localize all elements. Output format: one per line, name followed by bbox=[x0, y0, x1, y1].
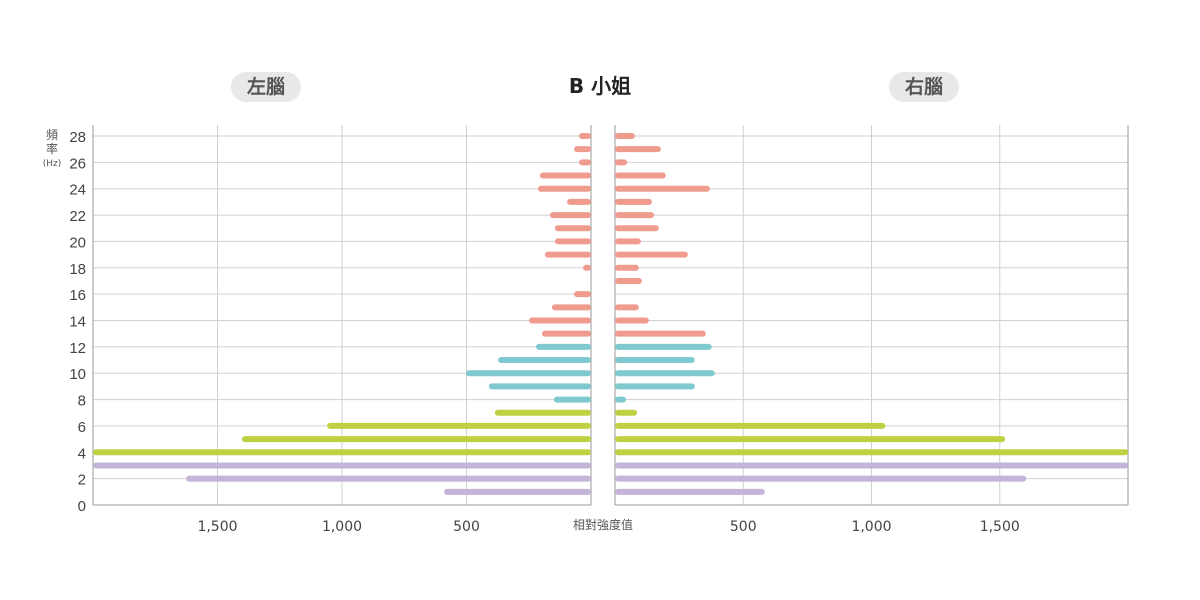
left-bar-4hz bbox=[93, 449, 591, 456]
left-bar-15hz bbox=[551, 304, 591, 311]
right-bar-18hz bbox=[615, 264, 639, 271]
left-bar-26hz bbox=[579, 159, 591, 166]
right-bar-12hz bbox=[615, 343, 712, 350]
y-tick-label: 6 bbox=[78, 419, 86, 436]
y-tick-label: 28 bbox=[69, 129, 86, 146]
left-bar-13hz bbox=[541, 330, 591, 337]
right-bar-26hz bbox=[615, 159, 628, 166]
right-bar-20hz bbox=[615, 238, 641, 245]
left-bar-8hz bbox=[553, 396, 591, 403]
left-bar-21hz bbox=[554, 225, 591, 232]
right-bar-13hz bbox=[615, 330, 706, 337]
x-tick-label-left: 1,500 bbox=[197, 519, 237, 535]
y-axis-label-2: 率 bbox=[46, 141, 58, 156]
right-bar-10hz bbox=[615, 370, 715, 377]
left-bar-16hz bbox=[574, 291, 591, 298]
y-tick-label: 18 bbox=[69, 261, 86, 278]
left-bar-25hz bbox=[539, 172, 591, 179]
y-tick-label: 8 bbox=[78, 393, 86, 410]
x-tick-label-left: 1,000 bbox=[322, 519, 362, 535]
left-bar-12hz bbox=[535, 343, 591, 350]
left-bar-10hz bbox=[466, 370, 591, 377]
y-tick-label: 26 bbox=[69, 155, 86, 172]
left-bar-27hz bbox=[574, 146, 591, 153]
x-tick-label-right: 1,000 bbox=[851, 519, 891, 535]
left-bar-14hz bbox=[528, 317, 591, 324]
right-bar-11hz bbox=[615, 357, 695, 364]
right-bar-7hz bbox=[615, 409, 638, 416]
right-bar-2hz bbox=[615, 475, 1027, 482]
left-bar-9hz bbox=[488, 383, 591, 390]
right-bar-3hz bbox=[615, 462, 1128, 469]
x-tick-label-left: 500 bbox=[453, 519, 480, 535]
y-tick-label: 22 bbox=[69, 208, 86, 225]
left-bar-28hz bbox=[579, 133, 591, 139]
y-axis-label-1: 頻 bbox=[46, 128, 58, 142]
right-bar-14hz bbox=[615, 317, 649, 324]
left-bar-20hz bbox=[554, 238, 591, 245]
right-brain-label: 右腦 bbox=[889, 72, 959, 102]
left-bar-2hz bbox=[186, 475, 591, 482]
left-bar-5hz bbox=[241, 436, 592, 443]
right-bar-5hz bbox=[615, 436, 1006, 443]
left-bar-24hz bbox=[537, 185, 591, 192]
left-bar-23hz bbox=[567, 198, 591, 205]
right-bar-9hz bbox=[615, 383, 695, 390]
left-bar-6hz bbox=[327, 422, 591, 429]
y-tick-label: 4 bbox=[78, 445, 86, 462]
right-bar-1hz bbox=[615, 488, 765, 495]
y-tick-label: 16 bbox=[69, 287, 86, 304]
y-tick-label: 12 bbox=[69, 340, 86, 357]
left-bar-18hz bbox=[583, 264, 591, 271]
right-bar-24hz bbox=[615, 185, 710, 192]
y-axis-unit: (Hz) bbox=[43, 159, 62, 169]
y-tick-label: 10 bbox=[69, 366, 86, 383]
left-bar-1hz bbox=[444, 488, 591, 495]
left-bar-11hz bbox=[498, 357, 591, 364]
y-tick-label: 2 bbox=[78, 472, 86, 489]
y-tick-label: 0 bbox=[78, 498, 86, 515]
right-bar-23hz bbox=[615, 198, 652, 205]
left-bar-3hz bbox=[93, 462, 591, 469]
right-bar-21hz bbox=[615, 225, 659, 232]
left-brain-label: 左腦 bbox=[231, 72, 301, 102]
right-bar-19hz bbox=[615, 251, 688, 258]
y-tick-label: 20 bbox=[69, 234, 86, 251]
left-bar-19hz bbox=[544, 251, 591, 258]
chart-title: B 小姐 bbox=[568, 74, 632, 98]
right-bar-27hz bbox=[615, 146, 661, 153]
right-bar-22hz bbox=[615, 212, 654, 219]
y-tick-label: 24 bbox=[69, 182, 86, 199]
left-bar-22hz bbox=[549, 212, 591, 219]
right-bar-25hz bbox=[615, 172, 666, 179]
right-bar-15hz bbox=[615, 304, 639, 311]
y-tick-label: 14 bbox=[69, 314, 86, 331]
x-axis-label: 相對強度值 bbox=[573, 517, 633, 532]
x-tick-label-right: 500 bbox=[730, 519, 757, 535]
x-tick-label-right: 1,500 bbox=[980, 519, 1020, 535]
right-bar-4hz bbox=[615, 449, 1128, 456]
left-bar-7hz bbox=[494, 409, 591, 416]
right-bar-28hz bbox=[615, 133, 636, 139]
right-bar-6hz bbox=[615, 422, 886, 429]
right-bar-8hz bbox=[615, 396, 627, 403]
right-bar-17hz bbox=[615, 277, 642, 284]
